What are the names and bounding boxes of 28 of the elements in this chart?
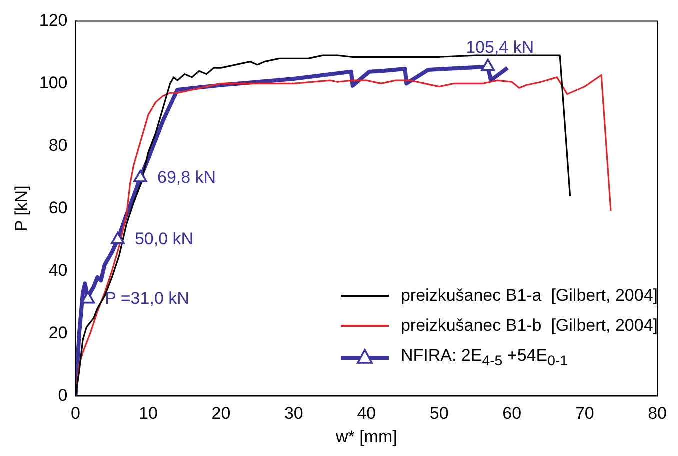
y-tick-label: 20 (48, 323, 68, 342)
y-tick-label: 120 (39, 10, 68, 30)
x-tick-label: 60 (502, 404, 522, 424)
x-tick-label: 0 (71, 404, 80, 424)
x-tick-label: 50 (430, 404, 449, 424)
x-tick-label: 20 (212, 404, 231, 424)
annotation: 105,4 kN (466, 38, 534, 58)
annotation: 50,0 kN (134, 230, 194, 249)
legend-label: preizkušanec B1-b [Gilbert, 2004] (400, 314, 658, 337)
y-tick-label: 40 (48, 260, 68, 280)
annotation: P =31,0 kN (105, 289, 190, 308)
x-tick-label: 10 (139, 404, 158, 424)
x-axis-title: w* [mm] (334, 427, 398, 446)
x-tick-label: 30 (284, 404, 304, 424)
legend-label: NFIRA: 2E$_{4-5}$ +54E$_{0-1}$ (400, 344, 568, 371)
legend-label: preizkušanec B1-a [Gilbert, 2004] (400, 284, 658, 307)
point (481, 58, 496, 72)
y-tick-label: 0 (58, 386, 68, 405)
annotation: 69,8 kN (157, 168, 216, 187)
y-axis-title: P [kN] (12, 186, 31, 232)
y-tick-label: 80 (48, 136, 68, 155)
x-tick-label: 80 (648, 404, 668, 424)
y-tick-label: 100 (39, 73, 68, 92)
point (110, 232, 125, 244)
x-tick-label: 70 (575, 404, 594, 424)
x-tick-label: 40 (357, 404, 376, 424)
point (134, 170, 148, 182)
y-tick-label: 60 (48, 198, 68, 218)
